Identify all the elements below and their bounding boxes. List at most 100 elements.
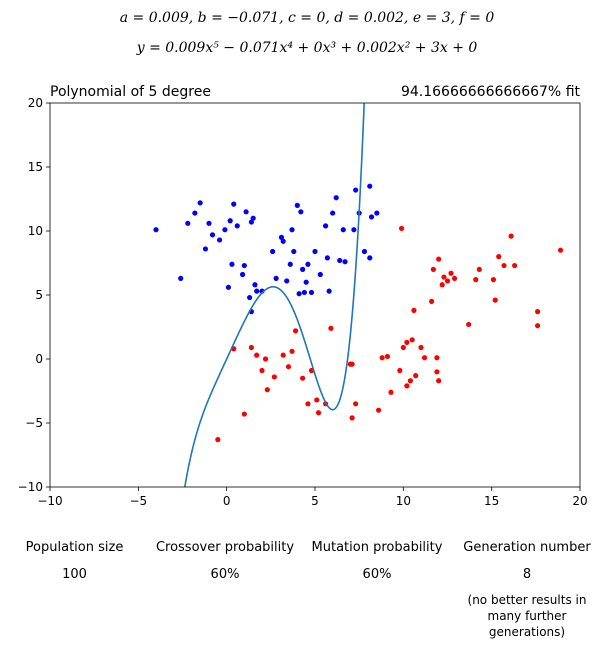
red-data-point [349, 361, 355, 367]
blue-data-point [296, 291, 302, 297]
polynomial-chart: Polynomial of 5 degree 94.16666666666667… [18, 84, 588, 508]
red-data-point [398, 225, 405, 232]
blue-data-point [353, 187, 359, 193]
red-data-point [400, 344, 406, 351]
generation-note: (no better results in many further gener… [467, 593, 587, 639]
blue-data-point [231, 201, 237, 207]
blue-data-point [217, 237, 223, 243]
red-data-point [379, 355, 385, 361]
blue-data-point [234, 223, 240, 229]
blue-data-point [202, 246, 209, 252]
chart-title-right: 94.16666666666667% fit [401, 84, 581, 100]
x-tick-label: 0 [223, 494, 231, 508]
red-data-point [407, 378, 413, 384]
red-data-point [384, 353, 391, 360]
red-data-point [535, 309, 541, 315]
blue-data-point [298, 209, 304, 215]
blue-data-point [289, 227, 295, 233]
mutation-probability-value: 60% [362, 567, 392, 582]
y-tick-label: −10 [18, 480, 43, 494]
blue-data-point [291, 248, 297, 255]
red-data-point [404, 339, 410, 345]
blue-data-point [239, 271, 246, 278]
red-data-point [441, 274, 447, 280]
red-data-point [280, 352, 286, 358]
blue-data-point [374, 210, 380, 216]
population-size-value: 100 [62, 567, 87, 582]
red-data-point [376, 407, 382, 413]
population-size: Population size 100 [22, 540, 127, 582]
red-data-point [262, 356, 269, 362]
red-data-point [397, 367, 403, 374]
crossover-probability-value: 60% [210, 567, 240, 582]
blue-data-point [330, 210, 336, 216]
x-tick-label: −5 [129, 494, 147, 508]
blue-data-point [227, 218, 233, 224]
blue-data-point [280, 238, 286, 244]
red-data-point [535, 323, 541, 329]
red-data-point [429, 298, 435, 304]
x-tick-label: 5 [311, 494, 319, 508]
x-tick-label: 10 [396, 494, 411, 508]
mutation-probability: Mutation probability 60% [307, 540, 447, 582]
blue-data-point [317, 271, 323, 278]
blue-data-point [225, 284, 232, 290]
blue-data-point [337, 257, 343, 264]
blue-data-point [222, 227, 228, 233]
red-data-point [404, 383, 410, 389]
equation-line: y = 0.009x⁵ − 0.071x⁴ + 0x³ + 0.002x² + … [136, 40, 478, 56]
blue-data-point [243, 209, 249, 215]
blue-data-point [270, 248, 276, 255]
y-tick-label: −5 [25, 416, 43, 430]
blue-data-point [197, 200, 203, 206]
blue-data-point [326, 288, 332, 294]
y-axis-ticks: −10 −5 0 5 10 15 20 [18, 96, 50, 494]
red-data-point [292, 328, 299, 334]
y-tick-label: 5 [35, 288, 43, 302]
blue-data-point [229, 261, 235, 267]
red-data-point [271, 374, 277, 380]
red-data-point [439, 282, 445, 288]
blue-data-point [351, 227, 357, 233]
mutation-probability-label: Mutation probability [311, 540, 443, 555]
blue-data-point [367, 255, 373, 261]
red-data-point [248, 344, 254, 351]
red-data-point [492, 297, 498, 303]
red-data-point [315, 410, 322, 416]
x-axis-ticks: −10 −5 0 5 10 15 20 [37, 487, 588, 508]
red-data-point [436, 256, 442, 262]
red-data-point [490, 277, 497, 283]
red-data-point [448, 270, 454, 276]
blue-data-point [287, 261, 293, 267]
red-data-point [557, 247, 564, 253]
red-data-point [512, 262, 518, 269]
red-data-point [285, 364, 292, 370]
red-data-point [215, 437, 221, 443]
blue-data-point [324, 255, 330, 261]
red-data-point [436, 378, 442, 384]
blue-data-point [254, 288, 260, 294]
blue-data-point [361, 248, 368, 255]
red-data-point [508, 233, 514, 239]
chart-title-left: Polynomial of 5 degree [50, 84, 211, 100]
blue-data-point [301, 289, 307, 296]
blue-data-point [305, 261, 311, 267]
red-data-point [430, 266, 436, 272]
red-data-point [300, 375, 306, 381]
red-data-point [254, 352, 260, 358]
y-tick-label: 0 [35, 352, 43, 366]
red-data-point [501, 262, 507, 269]
blue-data-point [192, 210, 198, 216]
population-size-label: Population size [25, 540, 124, 555]
blue-data-point [368, 214, 375, 220]
red-data-point [305, 401, 311, 407]
blue-data-point [284, 278, 290, 284]
blue-data-point [333, 195, 339, 201]
red-data-point [259, 367, 265, 374]
coefficients-line: a = 0.009, b = −0.071, c = 0, d = 0.002,… [119, 10, 495, 26]
blue-data-point [241, 262, 247, 269]
red-data-point [413, 373, 419, 379]
red-data-point [388, 389, 394, 395]
red-data-point [476, 266, 482, 272]
blue-data-point [323, 223, 329, 229]
